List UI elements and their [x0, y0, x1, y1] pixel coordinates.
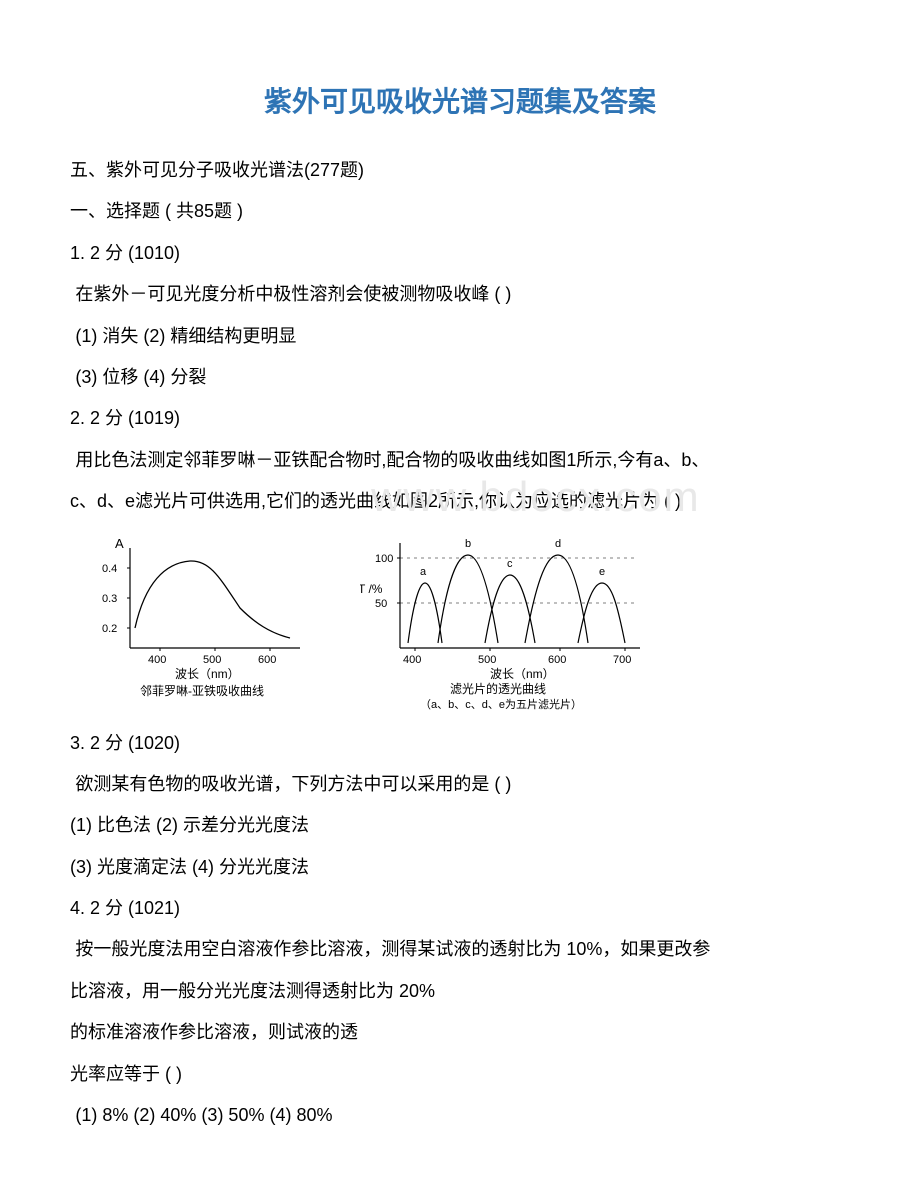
svg-text:波长（nm）: 波长（nm）	[490, 667, 555, 681]
q4-text2a: 比溶液，用一般分光光度法测得透射比为 20%	[70, 971, 850, 1012]
q1-opt2: (3) 位移 (4) 分裂	[70, 357, 850, 398]
document-body: 五、紫外可见分子吸收光谱法(277题) 一、选择题 ( 共85题 ) 1. 2 …	[70, 150, 850, 1136]
q1-header: 1. 2 分 (1010)	[70, 233, 850, 274]
q3-header: 3. 2 分 (1020)	[70, 723, 850, 764]
q1-opt1: (1) 消失 (2) 精细结构更明显	[70, 316, 850, 357]
q1-text: 在紫外－可见光度分析中极性溶剂会使被测物吸收峰 ( )	[70, 274, 850, 315]
svg-text:50: 50	[375, 598, 387, 610]
page-title: 紫外可见吸收光谱习题集及答案	[70, 80, 850, 120]
svg-text:0.4: 0.4	[102, 563, 117, 575]
svg-text:（a、b、c、d、e为五片滤光片）: （a、b、c、d、e为五片滤光片）	[420, 697, 582, 711]
q4-text1: 按一般光度法用空白溶液作参比溶液，测得某试液的透射比为 10%，如果更改参	[70, 929, 850, 970]
svg-text:a: a	[420, 566, 427, 578]
svg-text:600: 600	[548, 654, 566, 666]
charts-container: www.bdocx.com A0.20.30.4400500600波长（nm）邻…	[90, 533, 850, 713]
q4-header: 4. 2 分 (1021)	[70, 888, 850, 929]
svg-text:500: 500	[478, 654, 496, 666]
subsection-header: 一、选择题 ( 共85题 )	[70, 191, 850, 232]
svg-text:T /%: T /%	[360, 582, 383, 596]
svg-text:波长（nm）: 波长（nm）	[175, 667, 240, 681]
svg-text:邻菲罗啉-亚铁吸收曲线: 邻菲罗啉-亚铁吸收曲线	[140, 684, 264, 698]
svg-text:b: b	[465, 538, 471, 550]
svg-text:0.2: 0.2	[102, 623, 117, 635]
svg-text:400: 400	[148, 654, 166, 666]
svg-text:500: 500	[203, 654, 221, 666]
q2-text2: c、d、e滤光片可供选用,它们的透光曲线如图2所示,你认为应选的滤光片为 ( )	[70, 481, 850, 522]
chart2-filters: T /% 50 100 400 500 600 700 波长（nm）滤光片的透光曲线（a、b、…	[360, 533, 660, 713]
svg-text:700: 700	[613, 654, 631, 666]
chart1-svg: A 0.2 0.3 0.4 400 500 600 波长（nm） 邻菲罗啉-亚铁吸收曲线	[90, 533, 320, 713]
svg-text:100: 100	[375, 553, 393, 565]
q3-text: 欲测某有色物的吸收光谱，下列方法中可以采用的是 ( )	[70, 764, 850, 805]
svg-text:滤光片的透光曲线: 滤光片的透光曲线	[450, 681, 546, 696]
q3-opt2: (3) 光度滴定法 (4) 分光光度法	[70, 847, 850, 888]
q4-text3: 光率应等于 ( )	[70, 1054, 850, 1095]
svg-text:c: c	[507, 558, 513, 570]
chart2-svg: T /% 50 100 400 500 600 700 波长（nm）滤光片的透光曲线（a、b、…	[360, 533, 660, 713]
svg-text:A: A	[115, 536, 124, 551]
q3-opt1: (1) 比色法 (2) 示差分光光度法	[70, 805, 850, 846]
svg-text:400: 400	[403, 654, 421, 666]
q4-text2b: 的标准溶液作参比溶液，则试液的透	[70, 1012, 850, 1053]
svg-text:d: d	[555, 538, 561, 550]
q2-text1: 用比色法测定邻菲罗啉－亚铁配合物时,配合物的吸收曲线如图1所示,今有a、b、	[70, 440, 850, 481]
svg-text:e: e	[599, 566, 605, 578]
svg-text:0.3: 0.3	[102, 593, 117, 605]
section-header: 五、紫外可见分子吸收光谱法(277题)	[70, 150, 850, 191]
q4-opt: (1) 8% (2) 40% (3) 50% (4) 80%	[70, 1095, 850, 1136]
chart1-absorption: A 0.2 0.3 0.4 400 500 600 波长（nm） 邻菲罗啉-亚铁吸收曲线	[90, 533, 320, 713]
svg-text:600: 600	[258, 654, 276, 666]
q2-header: 2. 2 分 (1019)	[70, 398, 850, 439]
